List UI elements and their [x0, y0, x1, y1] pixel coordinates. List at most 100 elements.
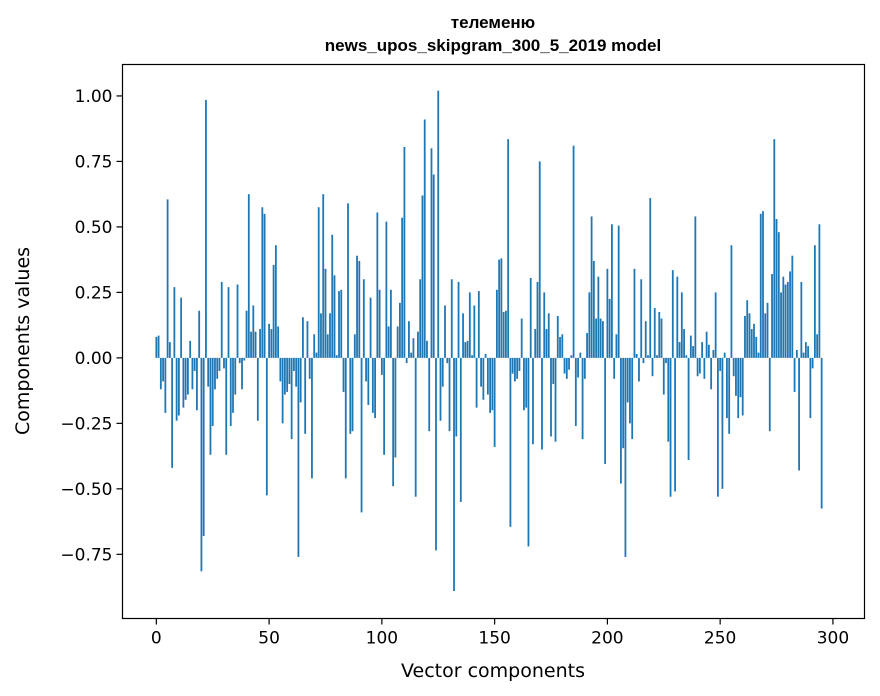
bar-224	[660, 318, 663, 358]
bar-258	[737, 357, 740, 419]
bar-75	[324, 268, 327, 358]
bar-263	[748, 313, 751, 358]
bar-105	[392, 357, 395, 487]
bar-52	[272, 264, 275, 358]
bar-227	[667, 357, 670, 442]
bar-144	[480, 357, 482, 387]
bar-109	[401, 217, 404, 358]
bar-97	[374, 357, 376, 419]
bar-239	[694, 216, 697, 358]
bar-135	[459, 357, 462, 502]
bar-248	[714, 292, 717, 358]
bar-116	[417, 331, 419, 358]
bar-27	[216, 357, 219, 379]
bar-176	[552, 357, 555, 385]
bar-90	[358, 260, 361, 358]
bar-28	[218, 357, 221, 371]
bar-196	[597, 276, 600, 358]
bar-206	[620, 357, 622, 484]
bar-214	[638, 357, 640, 382]
bar-106	[394, 357, 397, 458]
bar-61	[293, 357, 295, 371]
bar-178	[556, 315, 559, 358]
bar-119	[423, 119, 426, 358]
bar-182	[565, 357, 568, 379]
bar-229	[671, 270, 674, 358]
bar-73	[320, 313, 322, 358]
bar-2	[159, 357, 162, 390]
bar-243	[703, 357, 706, 379]
bar-39	[243, 357, 246, 361]
bar-238	[692, 346, 694, 358]
bar-100	[380, 357, 383, 375]
bar-163	[523, 357, 525, 411]
bar-205	[617, 225, 620, 358]
bar-168	[534, 329, 537, 358]
bar-124	[435, 357, 437, 551]
bar-219	[649, 198, 652, 358]
bar-252	[723, 352, 726, 358]
bar-29	[220, 281, 223, 358]
bar-225	[662, 357, 665, 395]
bar-237	[689, 335, 692, 358]
bar-58	[286, 357, 289, 392]
bar-194	[592, 260, 595, 358]
bar-267	[757, 352, 760, 358]
bar-123	[432, 174, 435, 358]
bar-282	[791, 255, 794, 358]
bar-197	[599, 318, 602, 358]
bar-145	[482, 357, 485, 400]
bar-12	[182, 357, 185, 408]
bar-191	[586, 332, 588, 358]
bar-272	[768, 357, 771, 432]
bar-257	[735, 357, 737, 396]
bar-117	[419, 279, 422, 358]
bar-157	[509, 357, 512, 527]
x-tick-label-2: 100	[366, 629, 398, 649]
bar-261	[744, 315, 746, 358]
y-axis-ticks: −0.75 −0.50 −0.25 0.00 0.25 0.50 0.75 1.00	[60, 87, 123, 565]
bar-3	[162, 357, 164, 382]
bar-250	[719, 357, 722, 371]
bar-187	[577, 357, 579, 378]
bar-213	[635, 353, 638, 358]
x-tick-label-0: 0	[151, 629, 162, 649]
bar-212	[633, 268, 636, 358]
bar-142	[475, 357, 478, 408]
bar-172	[543, 292, 546, 358]
y-tick-label-1: −0.50	[60, 480, 112, 500]
bar-36	[236, 284, 239, 358]
bar-49	[265, 357, 268, 496]
x-tick-label-5: 250	[704, 629, 736, 649]
bar-138	[466, 340, 469, 358]
bar-183	[568, 357, 570, 370]
bar-160	[516, 357, 519, 379]
bar-276	[777, 232, 780, 358]
y-tick-label-5: 0.50	[75, 218, 113, 238]
bar-63	[297, 357, 300, 557]
bar-76	[326, 334, 329, 358]
bar-32	[227, 287, 230, 358]
bar-177	[554, 357, 557, 442]
bar-279	[784, 284, 787, 358]
bar-216	[642, 357, 645, 364]
bar-126	[439, 357, 442, 421]
bars-group	[155, 90, 823, 591]
chart-title: телеменю	[451, 13, 535, 32]
bar-132	[453, 357, 455, 591]
bar-270	[764, 313, 767, 358]
bar-22	[205, 99, 207, 358]
bar-70	[313, 334, 316, 358]
bar-89	[356, 255, 358, 358]
bar-56	[281, 357, 284, 424]
bar-147	[486, 357, 489, 395]
bar-275	[775, 219, 778, 358]
bar-255	[730, 245, 733, 358]
bar-171	[541, 357, 543, 450]
bar-150	[493, 357, 496, 447]
bar-98	[376, 212, 379, 358]
bar-24	[209, 357, 212, 455]
bar-273	[771, 274, 773, 358]
bar-1	[157, 335, 160, 358]
